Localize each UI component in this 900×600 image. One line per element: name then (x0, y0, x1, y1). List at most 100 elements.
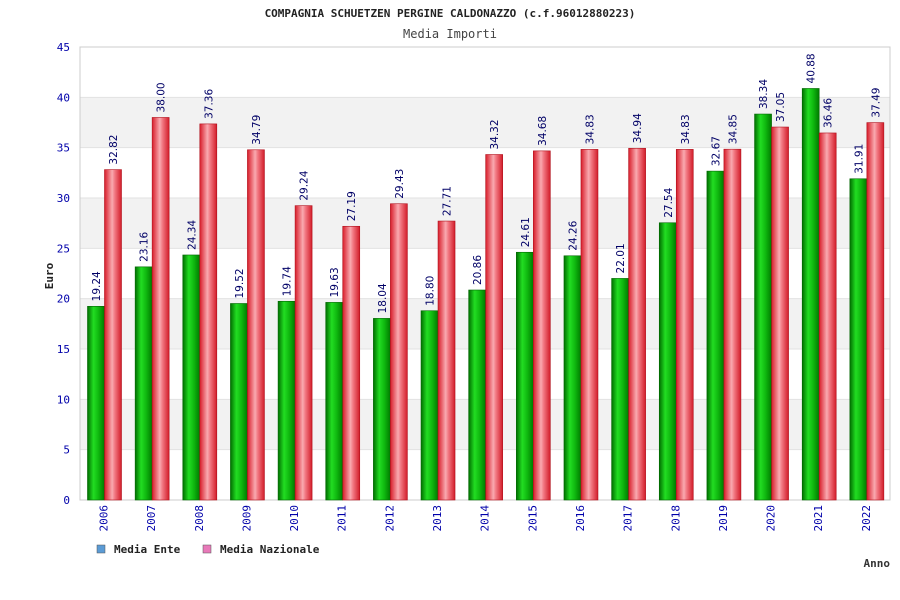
x-tick-label: 2020 (765, 505, 778, 532)
bar-value-label: 34.83 (584, 114, 596, 144)
x-tick-label: 2021 (812, 505, 825, 532)
bar-media-ente (373, 318, 391, 501)
bar-value-label: 37.49 (870, 88, 882, 118)
bar-value-label: 29.43 (394, 169, 406, 199)
bar-value-label: 19.52 (234, 268, 246, 298)
bar-value-label: 37.05 (775, 92, 787, 122)
bar-value-label: 19.63 (329, 267, 341, 297)
y-axis-label: Euro (43, 262, 56, 289)
y-tick-label: 25 (57, 242, 70, 255)
legend-label-media-nazionale: Media Nazionale (220, 543, 320, 556)
bar-media-ente (87, 306, 105, 501)
bar-media-nazionale (104, 169, 122, 501)
bar-value-label: 19.74 (282, 266, 294, 296)
bar-media-ente (134, 266, 153, 501)
bar-media-ente (611, 278, 629, 501)
bar-media-ente (468, 289, 486, 501)
x-tick-label: 2008 (193, 505, 206, 532)
bars-layer (87, 88, 885, 501)
bar-media-nazionale (675, 149, 694, 501)
x-tick-label: 2019 (717, 505, 730, 532)
bar-media-ente (516, 251, 534, 501)
x-axis: 2006 2007 2008 2009 2010 2011 2012 2013 2014 2015… (98, 505, 873, 532)
legend: Media Ente Media Nazionale (96, 543, 320, 556)
bar-media-nazionale (723, 148, 742, 501)
bar-value-label: 18.04 (377, 283, 389, 313)
x-tick-label: 2006 (98, 505, 111, 532)
bar-media-ente (801, 88, 820, 501)
y-tick-label: 20 (57, 293, 70, 306)
bar-media-nazionale (580, 149, 599, 501)
bar-value-label: 22.01 (615, 243, 627, 273)
bar-value-label: 34.32 (489, 119, 501, 149)
bar-value-label: 38.00 (156, 82, 168, 112)
bar-media-ente (277, 300, 296, 501)
x-tick-label: 2017 (622, 505, 635, 532)
bar-value-label: 37.36 (203, 89, 215, 119)
bar-media-nazionale (247, 149, 265, 501)
bar-value-label: 19.24 (91, 271, 103, 301)
bar-media-ente (420, 310, 439, 501)
bar-value-label: 32.82 (108, 135, 120, 165)
bar-value-label: 18.80 (425, 276, 437, 306)
chart-subtitle: Media Importi (403, 27, 497, 41)
bar-value-label: 23.16 (139, 231, 151, 261)
bar-media-nazionale (151, 117, 170, 501)
y-tick-label: 5 (63, 444, 70, 457)
bar-media-nazionale (771, 126, 789, 501)
bar-media-nazionale (628, 147, 646, 501)
bar-value-label: 40.88 (806, 53, 818, 83)
bar-value-label: 34.94 (632, 113, 644, 143)
legend-swatch-media-ente (96, 544, 106, 554)
bar-media-ente (325, 302, 344, 501)
bar-value-label: 24.61 (520, 217, 532, 247)
bar-media-nazionale (199, 123, 218, 501)
bar-value-label: 27.54 (663, 187, 675, 217)
bar-media-ente (754, 113, 772, 501)
legend-label-media-ente: Media Ente (114, 543, 181, 556)
bar-media-ente (230, 303, 248, 501)
bar-value-label: 34.79 (251, 115, 263, 145)
x-tick-label: 2010 (288, 505, 301, 532)
bar-media-ente (563, 255, 582, 501)
bar-media-nazionale (533, 150, 551, 501)
bar-media-nazionale (390, 203, 408, 501)
bar-value-label: 31.91 (853, 144, 865, 174)
bar-value-label: 36.46 (823, 98, 835, 128)
x-axis-label: Anno (864, 557, 891, 570)
bar-value-label: 29.24 (299, 170, 311, 200)
y-tick-label: 35 (57, 142, 70, 155)
bar-value-label: 24.34 (186, 220, 198, 250)
bar-labels-layer: 19.24 32.82 23.16 38.00 24.34 37.36 19.52 34.79… (91, 53, 882, 313)
bar-media-ente (182, 254, 201, 501)
x-tick-label: 2009 (240, 505, 253, 532)
y-tick-label: 45 (57, 41, 70, 54)
bar-value-label: 32.67 (710, 136, 722, 166)
x-tick-label: 2015 (526, 505, 539, 532)
bar-value-label: 27.19 (346, 191, 358, 221)
bar-value-label: 20.86 (472, 255, 484, 285)
bar-media-ente (658, 222, 677, 501)
y-tick-label: 30 (57, 192, 70, 205)
y-tick-label: 15 (57, 343, 70, 356)
x-tick-label: 2022 (860, 505, 873, 532)
bar-value-label: 38.34 (758, 79, 770, 109)
x-tick-label: 2016 (574, 505, 587, 532)
chart-title: COMPAGNIA SCHUETZEN PERGINE CALDONAZZO (… (265, 7, 636, 20)
x-tick-label: 2013 (431, 505, 444, 532)
x-tick-label: 2007 (145, 505, 158, 532)
x-tick-label: 2014 (479, 505, 492, 532)
y-tick-label: 40 (57, 91, 70, 104)
bar-media-nazionale (866, 122, 885, 501)
bar-media-ente (706, 170, 725, 501)
y-tick-label: 0 (63, 494, 70, 507)
x-tick-label: 2012 (383, 505, 396, 532)
legend-swatch-media-nazionale (202, 544, 212, 554)
bar-media-nazionale (818, 132, 837, 501)
bar-value-label: 34.68 (537, 116, 549, 146)
bar-value-label: 34.83 (680, 114, 692, 144)
x-tick-label: 2018 (669, 505, 682, 532)
bar-media-nazionale (294, 205, 313, 501)
bar-value-label: 27.71 (442, 186, 454, 216)
